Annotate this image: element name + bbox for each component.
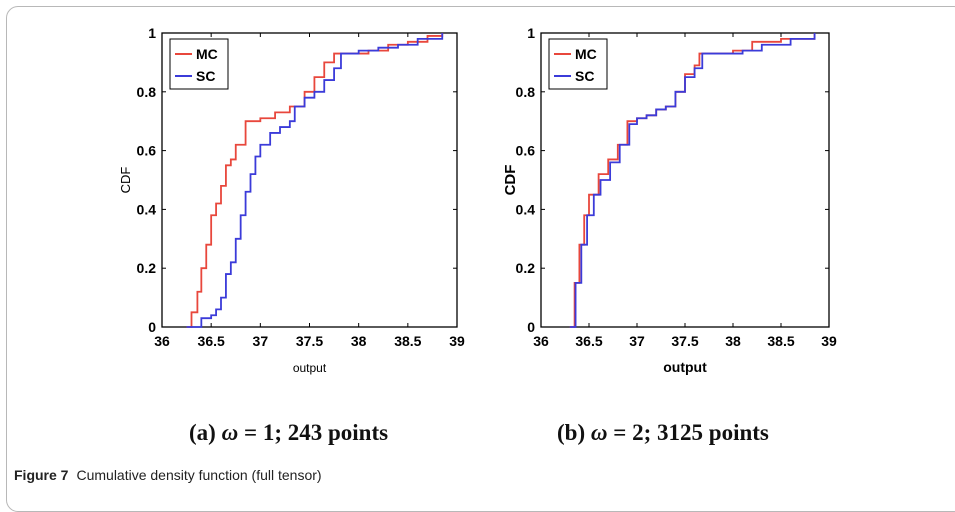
subcaption-b-omega: ω: [590, 420, 608, 445]
legend-label-sc: SC: [196, 68, 215, 84]
y-tick-label: 0: [527, 319, 535, 335]
figure-caption-text: Cumulative density function (full tensor…: [76, 467, 322, 483]
y-tick-label: 0.2: [137, 260, 157, 276]
subcaption-a: (a) ω = 1; 243 points: [189, 420, 388, 446]
subcaption-a-prefix: (a): [189, 420, 222, 445]
y-axis-label: CDF: [118, 167, 133, 194]
y-tick-label: 0.2: [516, 260, 536, 276]
legend-label-mc: MC: [196, 46, 218, 62]
subcaption-b-rest: = 2; 3125 points: [607, 420, 769, 445]
subcaption-a-omega: ω: [221, 420, 239, 445]
subcaption-b-prefix: (b): [557, 420, 591, 445]
y-axis-label: CDF: [502, 165, 519, 196]
y-tick-label: 1: [527, 25, 535, 41]
figure-label: Figure 7: [14, 467, 69, 483]
x-tick-label: 36.5: [575, 333, 602, 349]
y-tick-label: 0.6: [137, 143, 157, 159]
x-tick-label: 36: [154, 333, 170, 349]
x-tick-label: 38: [725, 333, 741, 349]
series-line-sc: [569, 33, 816, 328]
legend-label-mc: MC: [575, 46, 597, 62]
y-tick-label: 0.6: [516, 143, 536, 159]
x-tick-label: 37.5: [296, 333, 323, 349]
chart-b: 36 36.5 37 37.5 38 38.5 39 0 0.2 0.4 0.6 0.8 1 output…: [502, 25, 837, 375]
x-axis-label: output: [663, 359, 707, 375]
figure-caption: Figure 7 Cumulative density function (ful…: [14, 467, 322, 483]
x-tick-label: 36: [533, 333, 549, 349]
x-tick-label: 38.5: [767, 333, 794, 349]
y-tick-label: 0.4: [516, 201, 536, 217]
x-axis-label: output: [293, 361, 327, 375]
y-tick-label: 0.8: [516, 84, 536, 100]
legend-box: [169, 38, 229, 90]
chart-a: 36 36.5 37 37.5 38 38.5 39 0 0.2 0.4 0.6 0.8 1 output…: [118, 25, 465, 375]
series-line-sc: [186, 33, 444, 328]
subcaption-b: (b) ω = 2; 3125 points: [557, 420, 769, 446]
x-tick-label: 39: [821, 333, 837, 349]
x-tick-label: 38.5: [394, 333, 421, 349]
x-tick-label: 38: [351, 333, 367, 349]
x-tick-label: 37.5: [671, 333, 698, 349]
y-tick-label: 0.8: [137, 84, 157, 100]
y-tick-label: 0.4: [137, 201, 157, 217]
subcaption-a-rest: = 1; 243 points: [238, 420, 389, 445]
figure-charts: 36 36.5 37 37.5 38 38.5 39 0 0.2 0.4 0.6 0.8 1 output…: [118, 25, 837, 375]
x-tick-label: 36.5: [198, 333, 225, 349]
x-tick-label: 37: [629, 333, 645, 349]
legend-box: [548, 38, 608, 90]
y-tick-label: 1: [148, 25, 156, 41]
legend-label-sc: SC: [575, 68, 594, 84]
x-tick-label: 37: [253, 333, 269, 349]
x-tick-label: 39: [449, 333, 465, 349]
y-tick-label: 0: [148, 319, 156, 335]
